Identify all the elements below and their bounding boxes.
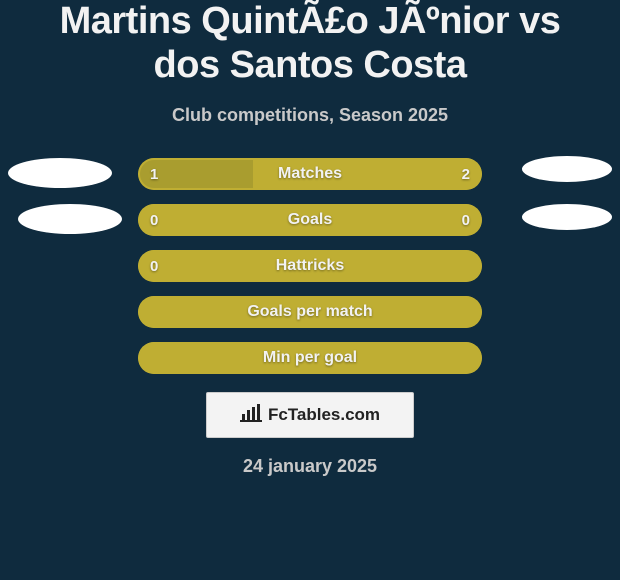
page-title: Martins QuintÃ£o JÃºnior vs dos Santos C…	[0, 0, 620, 87]
stat-value-right: 2	[462, 158, 470, 190]
stat-bar: Min per goal	[138, 342, 482, 374]
comparison-infographic: Martins QuintÃ£o JÃºnior vs dos Santos C…	[0, 0, 620, 580]
stat-label: Goals	[138, 204, 482, 236]
stat-label: Min per goal	[138, 342, 482, 374]
stats-wrapper: Matches12Goals00Hattricks0Goals per matc…	[0, 158, 620, 374]
stat-row: Matches1 2	[0, 158, 620, 190]
stat-row: Goals per match	[0, 296, 620, 328]
stat-bar: Matches1 2	[138, 158, 482, 190]
stat-value-left: 0	[150, 250, 158, 282]
stat-label: Hattricks	[138, 250, 482, 282]
stat-row: Min per goal	[0, 342, 620, 374]
subtitle: Club competitions, Season 2025	[0, 105, 620, 126]
stat-label: Goals per match	[138, 296, 482, 328]
bar-chart-icon	[240, 404, 262, 427]
stat-value-left: 1	[150, 158, 158, 190]
stat-row: Goals0 0	[0, 204, 620, 236]
stats-area: Matches12Goals00Hattricks0Goals per matc…	[0, 158, 620, 374]
logo-box: FcTables.com	[206, 392, 414, 438]
stat-value-right: 0	[462, 204, 470, 236]
stat-row: Hattricks0	[0, 250, 620, 282]
stat-value-left: 0	[150, 204, 158, 236]
stat-bar: Hattricks0	[138, 250, 482, 282]
stat-bar: Goals per match	[138, 296, 482, 328]
stat-bar: Goals0 0	[138, 204, 482, 236]
stat-label: Matches	[138, 158, 482, 190]
logo-text: FcTables.com	[268, 405, 380, 425]
date-line: 24 january 2025	[0, 456, 620, 477]
